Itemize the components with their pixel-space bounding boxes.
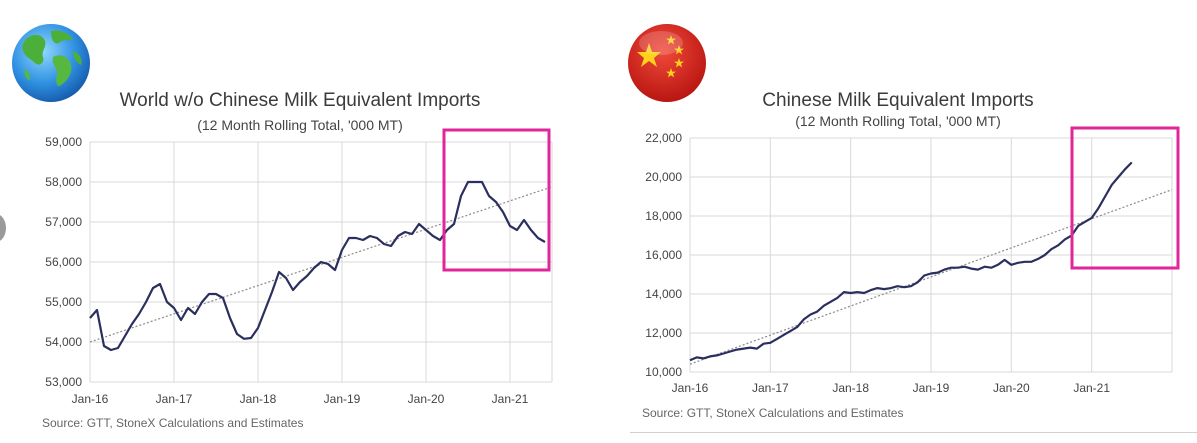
y-tick-label: 56,000	[45, 255, 82, 269]
x-tick-label: Jan-21	[1073, 381, 1110, 395]
globe-icon	[11, 23, 91, 103]
x-tick-label: Jan-18	[240, 392, 277, 406]
y-tick-label: 53,000	[45, 375, 82, 389]
x-tick-label: Jan-19	[913, 381, 950, 395]
trend-line	[689, 189, 1173, 365]
x-tick-label: Jan-16	[72, 392, 109, 406]
x-tick-label: Jan-19	[324, 392, 361, 406]
chart-title: Chinese Milk Equivalent Imports	[762, 90, 1034, 111]
trend-line	[89, 186, 553, 343]
y-tick-label: 18,000	[645, 209, 682, 223]
x-tick-label: Jan-20	[408, 392, 445, 406]
x-tick-label: Jan-18	[832, 381, 869, 395]
plot-area-china: 10,000 12,000 14,000 16,000 18,000 20,000 22,0…	[645, 126, 1180, 395]
series-line	[89, 180, 546, 352]
source-note: Source: GTT, StoneX Calculations and Est…	[42, 416, 304, 430]
chart-subtitle: (12 Month Rolling Total, '000 MT)	[197, 117, 403, 133]
chart-panel-china: Chinese Milk Equivalent Imports (12 Mont…	[598, 0, 1197, 443]
y-tick-label: 57,000	[45, 215, 82, 229]
highlight-box	[1070, 126, 1180, 270]
y-tick-label: 10,000	[645, 365, 682, 379]
chart-subtitle: (12 Month Rolling Total, '000 MT)	[795, 113, 1001, 129]
y-tick-label: 12,000	[645, 326, 682, 340]
highlight-box	[442, 128, 551, 272]
plot-area-world: 53,000 54,000 55,000 56,000 57,000 58,000 59,0…	[45, 128, 553, 406]
source-note: Source: GTT, StoneX Calculations and Est…	[642, 406, 904, 420]
y-tick-label: 54,000	[45, 335, 82, 349]
y-tick-label: 22,000	[645, 131, 682, 145]
y-tick-label: 14,000	[645, 287, 682, 301]
series-line	[689, 161, 1133, 362]
chart-title: World w/o Chinese Milk Equivalent Import…	[119, 90, 481, 111]
bottom-divider	[630, 432, 1197, 433]
x-tick-label: Jan-21	[492, 392, 529, 406]
x-tick-label: Jan-17	[752, 381, 789, 395]
edge-circle	[0, 214, 6, 242]
y-tick-label: 20,000	[645, 170, 682, 184]
x-tick-label: Jan-16	[672, 381, 709, 395]
y-tick-label: 59,000	[45, 135, 82, 149]
chart-panel-world: World w/o Chinese Milk Equivalent Import…	[0, 0, 598, 443]
x-tick-label: Jan-17	[156, 392, 193, 406]
china-flag-icon	[627, 23, 707, 103]
x-tick-label: Jan-20	[993, 381, 1030, 395]
y-tick-label: 58,000	[45, 175, 82, 189]
y-tick-label: 55,000	[45, 295, 82, 309]
y-tick-label: 16,000	[645, 248, 682, 262]
